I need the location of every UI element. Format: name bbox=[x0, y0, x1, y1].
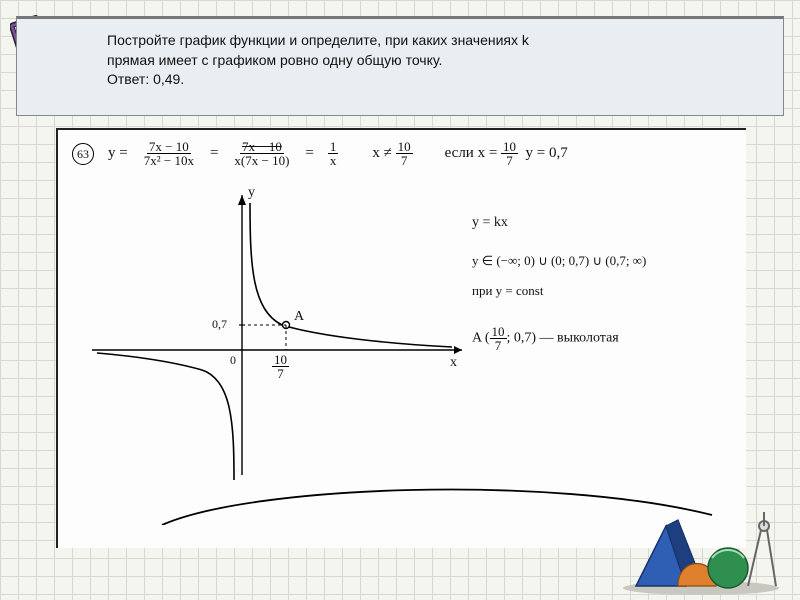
tick-107: 107 bbox=[272, 353, 289, 380]
equation-line: 63 y = 7x − 10 7x² − 10x = 7x − 10 x(7x … bbox=[72, 140, 732, 167]
origin-label: 0 bbox=[230, 353, 236, 368]
equals: = bbox=[305, 145, 313, 162]
fraction: 7x − 10 x(7x − 10) bbox=[232, 140, 291, 167]
ann-range: y ∈ (−∞; 0) ∪ (0; 0,7) ∪ (0,7; ∞) bbox=[472, 253, 646, 269]
fraction: 7x − 10 7x² − 10x bbox=[142, 140, 196, 167]
task-answer: Ответ: 0,49. bbox=[107, 70, 769, 90]
worksheet-panel: 63 y = 7x − 10 7x² − 10x = 7x − 10 x(7x … bbox=[56, 128, 746, 548]
axis-y-label: y bbox=[248, 185, 255, 201]
lhs: y = bbox=[108, 145, 128, 162]
axis-x-label: x bbox=[450, 355, 457, 371]
problem-number: 63 bbox=[72, 143, 94, 165]
point-a-label: A bbox=[294, 309, 304, 325]
ann-const: при y = const bbox=[472, 283, 543, 299]
graph-sketch: y x 0,7 0 107 A y = kx y ∈ (−∞; 0) ∪ (0;… bbox=[72, 175, 732, 525]
geometry-shapes-icon bbox=[616, 506, 786, 596]
equals: = bbox=[210, 145, 218, 162]
tick-07: 0,7 bbox=[212, 317, 227, 332]
if-value: если x = 10 7 y = 0,7 bbox=[445, 140, 568, 167]
ann-ykx: y = kx bbox=[472, 215, 508, 231]
condition: x ≠ 10 7 bbox=[372, 140, 412, 167]
ann-point-a: A (107; 0,7) — выколотая bbox=[472, 325, 619, 352]
task-line: Постройте график функции и определите, п… bbox=[107, 31, 769, 51]
task-line: прямая имеет с графиком ровно одну общую… bbox=[107, 51, 769, 71]
fraction: 1 x bbox=[328, 140, 339, 167]
task-header: Постройте график функции и определите, п… bbox=[16, 16, 784, 116]
